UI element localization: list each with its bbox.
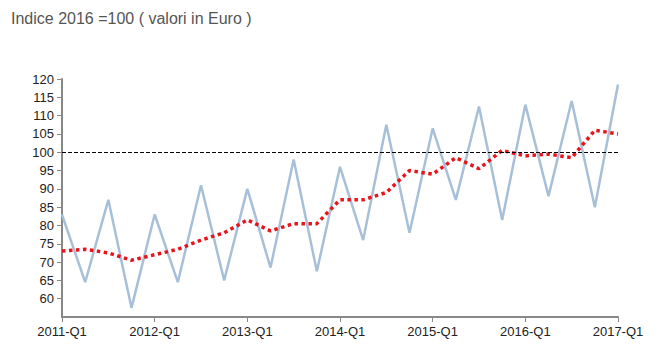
svg-text:2011-Q1: 2011-Q1 bbox=[37, 324, 87, 339]
svg-text:2014-Q1: 2014-Q1 bbox=[315, 324, 366, 339]
svg-text:90: 90 bbox=[40, 181, 54, 196]
svg-text:2012-Q1: 2012-Q1 bbox=[129, 324, 180, 339]
svg-text:70: 70 bbox=[40, 255, 54, 270]
svg-text:80: 80 bbox=[40, 218, 54, 233]
svg-text:75: 75 bbox=[40, 236, 54, 251]
svg-text:2015-Q1: 2015-Q1 bbox=[407, 324, 458, 339]
svg-text:105: 105 bbox=[32, 126, 54, 141]
svg-text:65: 65 bbox=[40, 273, 54, 288]
svg-text:120: 120 bbox=[32, 72, 54, 87]
svg-text:Indice 2016 =100 ( valori in E: Indice 2016 =100 ( valori in Euro ) bbox=[11, 10, 252, 27]
svg-text:2013-Q1: 2013-Q1 bbox=[222, 324, 273, 339]
svg-text:2017-Q1: 2017-Q1 bbox=[593, 324, 644, 339]
svg-text:60: 60 bbox=[40, 291, 54, 306]
svg-text:110: 110 bbox=[33, 108, 54, 123]
svg-text:85: 85 bbox=[40, 200, 54, 215]
svg-text:115: 115 bbox=[33, 90, 54, 105]
svg-text:2016-Q1: 2016-Q1 bbox=[500, 324, 551, 339]
svg-text:100: 100 bbox=[32, 145, 54, 160]
svg-text:95: 95 bbox=[40, 163, 54, 178]
